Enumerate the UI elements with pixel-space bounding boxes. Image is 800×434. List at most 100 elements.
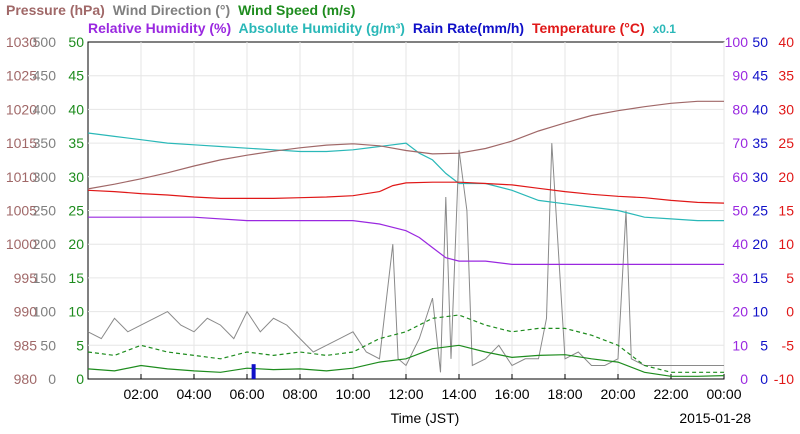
x-tick-label: 22:00 bbox=[653, 386, 688, 402]
tick-label-rain: 15 bbox=[752, 270, 768, 286]
abs-humidity-scale-label: x0.1 bbox=[652, 22, 676, 36]
tick-label-temp: 40 bbox=[778, 34, 794, 50]
tick-label-pressure: 985 bbox=[14, 337, 38, 353]
legend-rain-rate: Rain Rate(mm/h) bbox=[412, 20, 525, 36]
tick-label-pressure: 1030 bbox=[6, 34, 37, 50]
tick-label-temp: 25 bbox=[778, 135, 794, 151]
tick-label-rain: 10 bbox=[752, 304, 768, 320]
series-wind-direction bbox=[87, 143, 724, 373]
tick-label-rel-hum: 20 bbox=[732, 304, 748, 320]
date-label: 2015-01-28 bbox=[679, 410, 751, 426]
tick-label-rel-hum: 90 bbox=[732, 68, 748, 84]
x-axis-label: Time (JST) bbox=[391, 410, 460, 426]
tick-label-wind-dir: 350 bbox=[33, 135, 57, 151]
tick-label-pressure: 995 bbox=[14, 270, 38, 286]
tick-label-wind-speed: 40 bbox=[68, 101, 84, 117]
tick-label-temp: -5 bbox=[782, 337, 795, 353]
tick-label-rain: 20 bbox=[752, 236, 768, 252]
tick-label-rain: 0 bbox=[760, 371, 768, 387]
tick-label-wind-dir: 400 bbox=[33, 101, 57, 117]
tick-label-temp: 20 bbox=[778, 169, 794, 185]
legend-row-2: Relative Humidity (%) Absolute Humidity … bbox=[88, 20, 680, 36]
legend-pressure: Pressure (hPa) bbox=[6, 2, 105, 18]
tick-label-temp: 10 bbox=[778, 236, 794, 252]
tick-label-wind-dir: 450 bbox=[33, 68, 57, 84]
x-tick-label: 20:00 bbox=[600, 386, 635, 402]
tick-label-pressure: 1025 bbox=[6, 68, 37, 84]
tick-label-rel-hum: 10 bbox=[732, 337, 748, 353]
series-relative-humidity bbox=[88, 216, 724, 265]
tick-label-wind-dir: 250 bbox=[33, 203, 57, 219]
tick-label-wind-speed: 25 bbox=[68, 203, 84, 219]
series-temperature bbox=[87, 181, 725, 204]
tick-label-temp: 0 bbox=[786, 304, 794, 320]
tick-label-wind-dir: 150 bbox=[33, 270, 57, 286]
rain-rate-bar bbox=[251, 364, 256, 379]
x-tick-label: 02:00 bbox=[123, 386, 158, 402]
series-pressure bbox=[87, 100, 724, 190]
tick-label-rain: 30 bbox=[752, 169, 768, 185]
x-tick-label: 04:00 bbox=[176, 386, 211, 402]
tick-label-rain: 40 bbox=[752, 101, 768, 117]
tick-label-rel-hum: 60 bbox=[732, 169, 748, 185]
tick-label-pressure: 1005 bbox=[6, 203, 37, 219]
tick-label-wind-speed: 30 bbox=[68, 169, 84, 185]
tick-label-pressure: 980 bbox=[14, 371, 38, 387]
tick-label-rel-hum: 70 bbox=[732, 135, 748, 151]
legend-wind-direction: Wind Direction (°) bbox=[112, 2, 231, 18]
tick-label-temp: 35 bbox=[778, 68, 794, 84]
x-tick-label: 00:00 bbox=[706, 386, 741, 402]
tick-label-temp: 30 bbox=[778, 101, 794, 117]
tick-label-wind-speed: 45 bbox=[68, 68, 84, 84]
tick-label-temp: 15 bbox=[778, 203, 794, 219]
tick-label-rain: 5 bbox=[760, 337, 768, 353]
tick-label-wind-dir: 200 bbox=[33, 236, 57, 252]
tick-label-wind-speed: 0 bbox=[76, 371, 84, 387]
tick-label-pressure: 990 bbox=[14, 304, 38, 320]
legend-relative-humidity: Relative Humidity (%) bbox=[88, 20, 232, 36]
right-axes: 1009080706050403020100504540353025201510… bbox=[725, 34, 795, 387]
series-wind-gust bbox=[87, 314, 724, 373]
tick-label-wind-speed: 50 bbox=[68, 34, 84, 50]
tick-label-rel-hum: 0 bbox=[740, 371, 748, 387]
series-absolute-humidity bbox=[87, 132, 724, 222]
legend-row-1: Pressure (hPa) Wind Direction (°) Wind S… bbox=[6, 2, 359, 18]
tick-label-rain: 50 bbox=[752, 34, 768, 50]
tick-label-wind-dir: 0 bbox=[48, 371, 56, 387]
legend-wind-speed: Wind Speed (m/s) bbox=[238, 2, 356, 18]
series-wind-speed bbox=[87, 344, 725, 377]
tick-label-wind-dir: 300 bbox=[33, 169, 57, 185]
tick-label-rel-hum: 30 bbox=[732, 270, 748, 286]
x-tick-label: 12:00 bbox=[388, 386, 423, 402]
tick-label-rel-hum: 50 bbox=[732, 203, 748, 219]
tick-label-wind-dir: 500 bbox=[33, 34, 57, 50]
series-layer bbox=[87, 100, 725, 379]
tick-label-temp: -10 bbox=[774, 371, 794, 387]
tick-label-wind-speed: 10 bbox=[68, 304, 84, 320]
tick-label-wind-speed: 20 bbox=[68, 236, 84, 252]
tick-label-rel-hum: 80 bbox=[732, 101, 748, 117]
tick-label-wind-speed: 15 bbox=[68, 270, 84, 286]
tick-label-rel-hum: 100 bbox=[725, 34, 749, 50]
tick-label-rain: 45 bbox=[752, 68, 768, 84]
tick-label-rain: 35 bbox=[752, 135, 768, 151]
x-tick-label: 08:00 bbox=[282, 386, 317, 402]
x-tick-label: 16:00 bbox=[494, 386, 529, 402]
tick-label-wind-dir: 50 bbox=[40, 337, 56, 353]
x-tick-label: 06:00 bbox=[229, 386, 264, 402]
tick-label-rain: 25 bbox=[752, 203, 768, 219]
grid bbox=[88, 42, 725, 379]
tick-label-wind-dir: 100 bbox=[33, 304, 57, 320]
tick-label-wind-speed: 35 bbox=[68, 135, 84, 151]
left-axes: 1030102510201015101010051000995990985980… bbox=[6, 34, 84, 387]
tick-label-rel-hum: 40 bbox=[732, 236, 748, 252]
legend-absolute-humidity: Absolute Humidity (g/m³) bbox=[238, 20, 405, 36]
tick-label-pressure: 1020 bbox=[6, 101, 37, 117]
x-axis: 02:00 04:00 06:00 08:00 10:00 12:00 14:00 16:00… bbox=[123, 374, 742, 402]
x-tick-label: 14:00 bbox=[441, 386, 476, 402]
legend-temperature: Temperature (°C) bbox=[531, 20, 645, 36]
tick-label-wind-speed: 5 bbox=[76, 337, 84, 353]
tick-label-pressure: 1000 bbox=[6, 236, 37, 252]
x-tick-label: 10:00 bbox=[335, 386, 370, 402]
